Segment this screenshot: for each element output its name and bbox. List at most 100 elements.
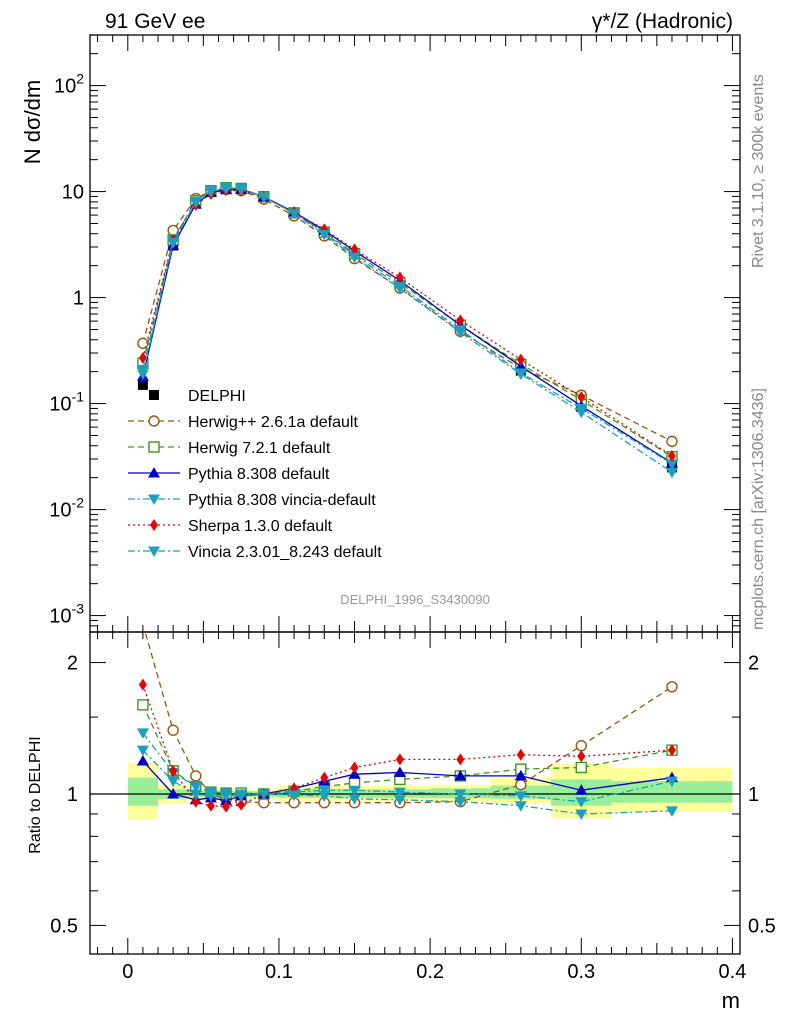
legend-item-sherpa-1-3-0-default: Sherpa 1.3.0 default — [128, 518, 333, 535]
header-right-title-prefix: γ*/Z — [592, 10, 630, 33]
ratio-data-point — [575, 809, 588, 820]
ratio-y-tick-label-left: 0.5 — [50, 915, 78, 937]
legend-marker — [150, 519, 158, 531]
ratio-data-point — [454, 797, 467, 808]
header-left-title: 91 GeV ee — [105, 10, 205, 33]
mcplots-label: mcplots.cern.ch [arXiv:1306.3436] — [750, 388, 767, 630]
ratio-data-point — [222, 800, 231, 813]
data-point — [575, 407, 588, 419]
series-herwig-2-6-1a-default — [137, 183, 678, 448]
legend-marker — [148, 415, 160, 427]
data-point — [454, 327, 467, 339]
data-point — [393, 283, 406, 295]
x-tick-label: 0.2 — [416, 961, 444, 983]
data-point — [665, 467, 678, 479]
legend-label: Pythia 8.308 vincia-default — [188, 492, 376, 509]
ratio-data-point — [348, 794, 361, 805]
main-plot-series — [136, 181, 678, 479]
ratio-series-vincia-2-3-01-8-243-default — [136, 745, 678, 820]
data-point — [350, 243, 359, 256]
ratio-y-tick-label-right: 0.5 — [748, 915, 776, 937]
analysis-watermark: DELPHI_1996_S3430090 — [340, 592, 490, 607]
ratio-data-point — [288, 790, 301, 801]
ratio-data-point — [320, 771, 329, 784]
data-point — [235, 184, 248, 196]
legend-marker — [148, 467, 160, 478]
ratio-data-point — [514, 769, 527, 781]
data-point — [577, 391, 586, 404]
x-tick-label: 0.3 — [567, 961, 595, 983]
ratio-data-point — [456, 753, 465, 766]
ratio-data-point — [167, 787, 180, 799]
legend-marker — [148, 546, 160, 557]
ratio-series-sherpa-1-3-0-default — [138, 678, 676, 813]
header-right-title: γ*/Z (Hadronic) — [592, 10, 733, 33]
data-point — [318, 229, 331, 241]
legend-item-herwig-7-2-1-default: Herwig 7.2.1 default — [128, 440, 331, 457]
ratio-data-point — [189, 789, 202, 800]
ratio-plot-series — [136, 632, 678, 820]
ratio-y-tick-label-right: 2 — [748, 653, 759, 675]
data-point — [348, 252, 361, 264]
tick-exponent: -1 — [72, 389, 85, 405]
data-point — [665, 459, 678, 470]
ratio-data-point — [665, 806, 678, 817]
series-vincia-2-3-01-8-243-default — [136, 183, 678, 479]
data-point — [136, 369, 149, 381]
band-green-7 — [611, 781, 733, 803]
legend-marker — [149, 390, 159, 400]
main-y-tick-label: 10-1 — [49, 389, 84, 416]
ratio-data-point — [169, 764, 178, 777]
legend-label: Sherpa 1.3.0 default — [188, 518, 333, 535]
data-point — [167, 238, 180, 249]
legend-label: Herwig++ 2.6.1a default — [188, 414, 358, 431]
ratio-data-point — [235, 791, 248, 802]
legend-label: Vincia 2.3.01_8.243 default — [188, 544, 382, 561]
ratio-data-point — [575, 740, 587, 752]
ratio-data-point — [190, 770, 202, 782]
ratio-data-point — [136, 728, 149, 739]
data-point — [456, 314, 465, 327]
x-tick-label: 0.4 — [719, 961, 747, 983]
ratio-data-point — [136, 755, 149, 766]
x-axis-label: m — [722, 988, 740, 1013]
ratio-data-point — [318, 785, 331, 797]
ratio-data-point — [393, 787, 406, 799]
ratio-data-point — [350, 761, 359, 774]
ratio-data-point — [206, 799, 215, 812]
ratio-data-point — [395, 753, 404, 766]
ratio-plot-frame — [89, 631, 741, 955]
legend-item-vincia-2-3-01-8-243-default: Vincia 2.3.01_8.243 default — [128, 544, 382, 561]
ratio-data-point — [138, 678, 147, 691]
tick-base: 10 — [49, 394, 71, 416]
legend-marker — [148, 441, 160, 453]
legend: DELPHI Herwig++ 2.6.1a default Herwig 7.2.… — [128, 388, 382, 561]
tick-base: 10 — [49, 606, 71, 628]
ratio-y-axis-label: Ratio to DELPHI — [27, 736, 44, 853]
ratio-data-point — [514, 791, 527, 802]
legend-item-pythia-8-308-default: Pythia 8.308 default — [128, 466, 330, 483]
main-y-tick-label: 102 — [54, 71, 84, 98]
ratio-axes: 0.5 0.5 1 1 2 2 0 0.1 0.2 0.3 0.4 — [50, 632, 776, 983]
main-y-tick-label: 10-3 — [49, 601, 84, 628]
ratio-data-point — [454, 789, 467, 800]
ratio-data-point — [204, 791, 217, 802]
ratio-data-point — [137, 699, 149, 711]
main-y-axis-label: N dσ/dm — [20, 80, 45, 165]
data-point — [395, 271, 404, 284]
data-point — [516, 353, 525, 366]
band-green-0 — [127, 777, 159, 806]
data-point — [514, 369, 527, 381]
ratio-data-point — [318, 791, 331, 802]
ratio-data-point — [167, 776, 180, 788]
ratio-data-point — [136, 745, 149, 757]
data-point — [189, 197, 202, 209]
tick-exponent: 2 — [76, 71, 84, 87]
ratio-y-tick-label-left: 1 — [67, 784, 78, 806]
ratio-data-point — [514, 801, 527, 812]
main-y-tick-label: 10 — [62, 182, 84, 204]
x-tick-label: 0 — [122, 961, 133, 983]
ratio-data-point — [393, 795, 406, 806]
ratio-data-point — [257, 789, 270, 800]
